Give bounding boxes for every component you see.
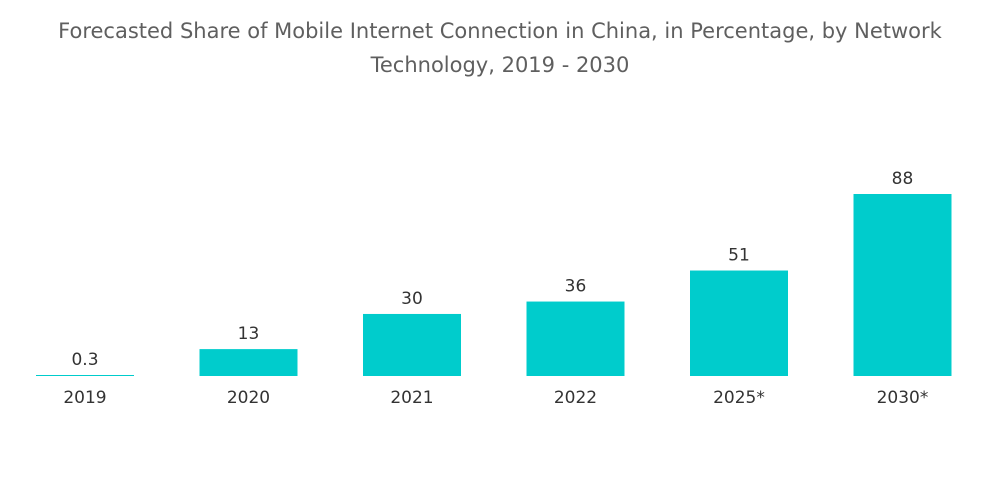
data-label-4: 51 — [728, 246, 750, 266]
data-label-2: 30 — [401, 289, 423, 309]
x-tick-label-2: 2021 — [390, 388, 433, 408]
bar-1 — [199, 349, 298, 376]
data-label-0: 0.3 — [71, 350, 98, 370]
data-label-3: 36 — [565, 277, 587, 297]
bar-3 — [526, 301, 625, 376]
bar-5 — [853, 194, 952, 376]
x-tick-label-4: 2025* — [713, 388, 765, 408]
x-tick-label-0: 2019 — [63, 388, 106, 408]
chart-title-line-2: Technology, 2019 - 2030 — [370, 53, 630, 77]
x-tick-label-1: 2020 — [227, 388, 270, 408]
bar-4 — [690, 270, 788, 376]
x-tick-label-3: 2022 — [554, 388, 597, 408]
chart-title-line-1: Forecasted Share of Mobile Internet Conn… — [58, 19, 942, 43]
bar-2 — [363, 313, 461, 376]
x-tick-label-5: 2030* — [877, 388, 929, 408]
data-label-1: 13 — [238, 324, 260, 344]
data-label-5: 88 — [892, 169, 914, 189]
chart-title: Forecasted Share of Mobile Internet Conn… — [0, 14, 1000, 82]
bar-0 — [36, 375, 134, 376]
